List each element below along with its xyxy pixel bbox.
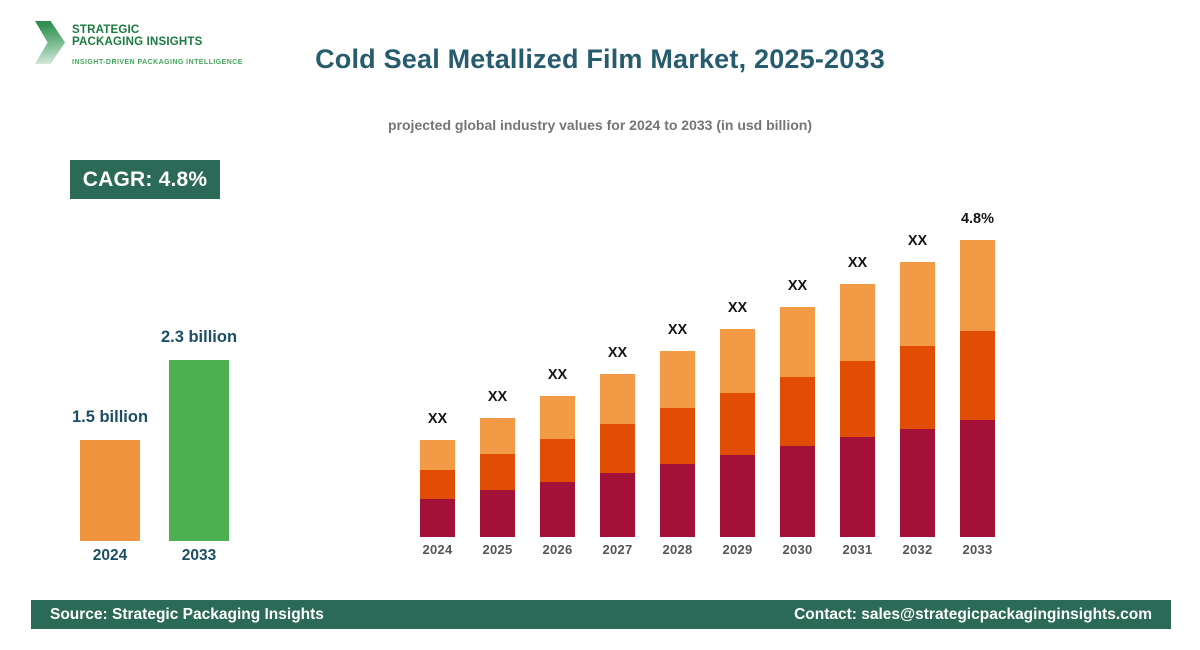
bar-value-label: XX xyxy=(487,389,508,405)
bottom-segment xyxy=(960,420,995,537)
category-label: 2032 xyxy=(902,542,933,557)
company-logo: STRATEGIC PACKAGING INSIGHTS INSIGHT-DRI… xyxy=(33,14,263,74)
category-label: 2029 xyxy=(722,542,753,557)
top-segment xyxy=(420,440,455,470)
bottom-segment xyxy=(840,437,875,537)
contact-text: Contact: sales@strategicpackaginginsight… xyxy=(794,605,1152,623)
logo-tagline: INSIGHT-DRIVEN PACKAGING INTELLIGENCE xyxy=(72,59,243,66)
category-label: 2024 xyxy=(422,542,453,557)
mini-bar-chart: 1.5 billion 2024 2.3 billion 2033 xyxy=(72,326,237,564)
stacked-bar xyxy=(840,284,875,537)
bottom-segment xyxy=(900,429,935,537)
top-segment xyxy=(600,374,635,424)
page-title: Cold Seal Metallized Film Market, 2025-2… xyxy=(315,44,885,74)
bar xyxy=(169,360,229,541)
bar-value-label: XX xyxy=(427,411,448,427)
bar-value-label: XX xyxy=(727,300,748,316)
mini-bar-column: 2.3 billion 2033 xyxy=(161,326,237,564)
stacked-bar xyxy=(540,396,575,537)
footer-bar: Source: Strategic Packaging Insights Con… xyxy=(31,600,1171,629)
bottom-segment xyxy=(660,464,695,537)
bar-value-label: 2.3 billion xyxy=(160,328,238,346)
bar-value-label: XX xyxy=(667,322,688,338)
top-segment xyxy=(480,418,515,454)
bottom-segment xyxy=(420,499,455,537)
category-label: 2033 xyxy=(181,547,217,564)
category-label: 2033 xyxy=(962,542,993,557)
bar-value-label: XX xyxy=(907,233,928,249)
logo-text-block: STRATEGIC PACKAGING INSIGHTS INSIGHT-DRI… xyxy=(72,24,243,66)
stacked-bar xyxy=(480,418,515,537)
top-segment xyxy=(720,329,755,393)
middle-segment xyxy=(720,393,755,455)
bottom-segment xyxy=(540,482,575,537)
stacked-bar xyxy=(600,374,635,537)
top-segment xyxy=(960,240,995,331)
category-label: 2024 xyxy=(92,547,128,564)
mini-bar-column: 1.5 billion 2024 xyxy=(72,326,148,564)
middle-segment xyxy=(960,331,995,420)
category-label: 2030 xyxy=(782,542,813,557)
category-label: 2028 xyxy=(662,542,693,557)
category-label: 2031 xyxy=(842,542,873,557)
middle-segment xyxy=(420,470,455,499)
stacked-bar xyxy=(660,351,695,537)
middle-segment xyxy=(660,408,695,464)
logo-name-line1: STRATEGIC xyxy=(72,24,140,36)
bar-value-label: XX xyxy=(607,345,628,361)
category-label: 2025 xyxy=(482,542,513,557)
category-label: 2027 xyxy=(602,542,633,557)
top-segment xyxy=(540,396,575,439)
stacked-bar xyxy=(420,440,455,537)
bar-value-label: 1.5 billion xyxy=(71,408,149,426)
stacked-bar xyxy=(900,262,935,537)
bar-value-label: 4.8% xyxy=(960,211,995,227)
middle-segment xyxy=(780,377,815,446)
top-segment xyxy=(660,351,695,408)
stacked-bar xyxy=(960,240,995,537)
bottom-segment xyxy=(480,490,515,537)
stacked-bar xyxy=(780,307,815,537)
bar-value-label: XX xyxy=(847,255,868,271)
top-segment xyxy=(840,284,875,361)
middle-segment xyxy=(600,424,635,473)
top-segment xyxy=(780,307,815,377)
middle-segment xyxy=(900,346,935,429)
page-subtitle: projected global industry values for 202… xyxy=(388,117,812,133)
middle-segment xyxy=(840,361,875,437)
source-text: Source: Strategic Packaging Insights xyxy=(50,605,324,623)
bar xyxy=(80,440,140,541)
bottom-segment xyxy=(720,455,755,537)
middle-segment xyxy=(480,454,515,490)
bottom-segment xyxy=(780,446,815,537)
top-segment xyxy=(900,262,935,346)
bar-value-label: XX xyxy=(547,367,568,383)
stacked-bar-chart: XX 2024 XX 2025 XX 2026 XX 2027 XX 2028 XX 2029 XX 20… xyxy=(420,197,995,557)
stacked-bar xyxy=(720,329,755,537)
category-label: 2026 xyxy=(542,542,573,557)
logo-name-line2: PACKAGING INSIGHTS xyxy=(72,36,203,48)
bar-value-label: XX xyxy=(787,278,808,294)
bottom-segment xyxy=(600,473,635,537)
cagr-badge: CAGR: 4.8% xyxy=(70,160,220,199)
middle-segment xyxy=(540,439,575,482)
